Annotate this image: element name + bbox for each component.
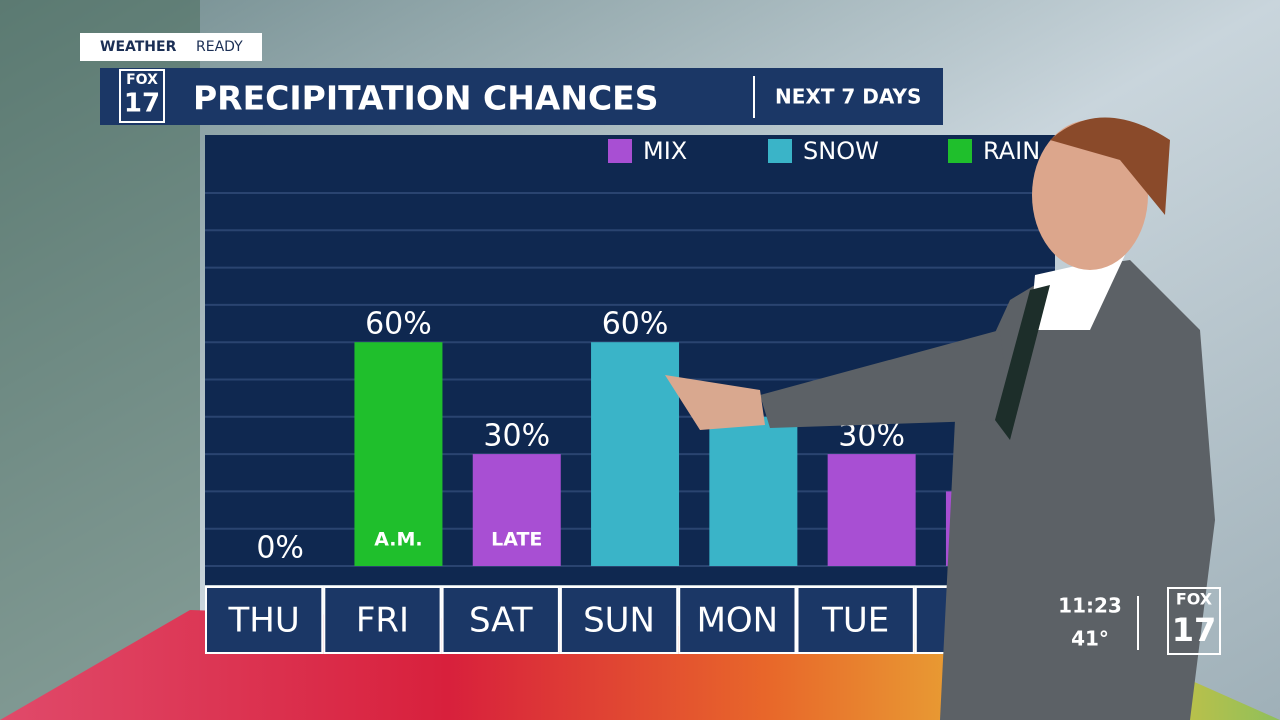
category-cell <box>796 586 915 654</box>
legend-swatch <box>768 139 792 163</box>
title: PRECIPITATION CHANCES <box>193 79 659 118</box>
category-cell <box>441 586 560 654</box>
value-label: 60% <box>602 307 669 342</box>
x-tick-label: SUN <box>583 601 655 641</box>
category-cell <box>205 586 324 654</box>
value-label: 0% <box>256 531 304 566</box>
subtitle: NEXT 7 DAYS <box>775 85 921 109</box>
legend-label: RAIN <box>983 137 1040 165</box>
temperature: 41° <box>1071 627 1109 651</box>
logo-num: 17 <box>124 89 160 119</box>
tie <box>995 285 1050 440</box>
brand: WEATHER <box>100 39 177 55</box>
category-cell <box>678 586 797 654</box>
badge <box>80 33 262 61</box>
x-tick-label: FRI <box>356 601 409 641</box>
presenter <box>665 117 1215 720</box>
legend-label: SNOW <box>803 137 879 165</box>
legend-label: MIX <box>643 137 687 165</box>
time: 11:23 <box>1058 594 1122 618</box>
logo <box>1167 587 1221 655</box>
logo-top: FOX <box>126 72 158 88</box>
shirt <box>1030 255 1125 330</box>
bar <box>827 454 916 566</box>
logo-top: FOX <box>1176 590 1213 609</box>
x-tick-label: MON <box>697 601 779 641</box>
bar <box>709 416 798 566</box>
value-label: 60% <box>365 307 432 342</box>
logo-num: 17 <box>1172 611 1217 649</box>
bar-note: LATE <box>491 529 542 551</box>
value-label: 30% <box>483 419 550 454</box>
arm <box>760 330 1010 428</box>
bar <box>472 454 561 566</box>
bar <box>591 342 680 566</box>
category-cell <box>559 586 679 654</box>
category-cell <box>323 586 442 654</box>
legend-swatch <box>948 139 972 163</box>
hair <box>1050 117 1170 215</box>
bar <box>354 342 443 566</box>
title-bar <box>100 68 943 125</box>
status: READY <box>196 39 243 55</box>
logo <box>119 69 165 123</box>
hand <box>665 375 765 430</box>
bar-note: A.M. <box>374 529 422 551</box>
x-tick-label: SAT <box>469 601 533 641</box>
legend-swatch <box>608 139 632 163</box>
x-tick-label: THU <box>228 601 300 641</box>
x-tick-label: TUE <box>821 601 889 641</box>
